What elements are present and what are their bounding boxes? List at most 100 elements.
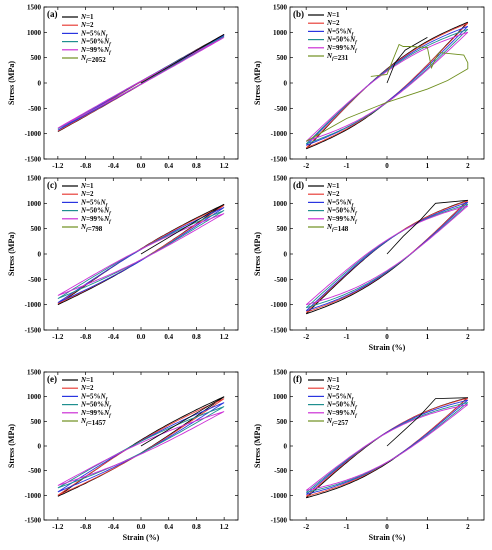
- legend-entry: N=5%Nf: [80, 29, 109, 39]
- x-tick-label: -1.2: [52, 523, 64, 531]
- y-tick-label: -500: [28, 467, 41, 475]
- legend-entry: N=50%Nf: [326, 207, 358, 217]
- legend-entry: N=1: [326, 376, 340, 384]
- y-tick-label: -1000: [271, 301, 288, 309]
- legend-entry: N=2: [326, 384, 340, 392]
- x-tick-label: -0.8: [80, 162, 92, 170]
- initial-loading-curve: [386, 397, 468, 447]
- x-tick-label: 2: [466, 162, 470, 170]
- y-tick-label: 500: [31, 225, 42, 233]
- y-tick-label: 1500: [273, 369, 288, 377]
- y-tick-label: -1000: [25, 301, 42, 309]
- y-tick-label: -1500: [25, 517, 42, 525]
- panel-a: (a) -1500 -1000 -500 0 500 1000 1500 -1.2 -0.8 -0.…: [7, 4, 239, 170]
- series-loop-n5nf: [57, 206, 225, 304]
- initial-loading-curve: [386, 199, 468, 255]
- series-loop-n99nf: [57, 213, 225, 296]
- x-tick-label: 0.8: [192, 523, 201, 531]
- x-tick-label: 0.4: [164, 333, 173, 341]
- y-tick-label: 1500: [27, 4, 42, 12]
- y-axis-title: Stress (MPa): [7, 61, 16, 105]
- y-axis-title: Stress (MPa): [7, 232, 16, 276]
- legend-entry: N=5%Nf: [326, 27, 355, 37]
- legend-entry: N=50%Nf: [326, 401, 358, 411]
- x-tick-label: 0: [385, 333, 389, 341]
- panel-label: (c): [47, 180, 57, 190]
- y-axis-title: Stress (MPa): [253, 61, 262, 105]
- legend-entry: N=99%Nf: [326, 44, 358, 54]
- x-tick-label: 0.4: [164, 523, 173, 531]
- legend-entry: N=2: [326, 190, 340, 198]
- y-tick-label: 1000: [27, 29, 42, 37]
- x-tick-label: 2: [466, 333, 470, 341]
- y-tick-label: 500: [277, 418, 288, 426]
- panel-label: (f): [293, 374, 302, 384]
- panel-label: (b): [293, 9, 304, 19]
- x-tick-label: 1: [426, 333, 430, 341]
- y-tick-label: 1000: [27, 393, 42, 401]
- y-tick-label: -500: [274, 276, 287, 284]
- panel-d: (d) -1500 -1000 -500 0 500 1000 1500 -2 -1 0 1 2 Stre…: [253, 175, 485, 352]
- initial-loading-curve: [140, 203, 225, 255]
- x-tick-label: -0.8: [80, 523, 92, 531]
- legend-entry: N=2: [80, 190, 94, 198]
- x-tick-label: 0.0: [137, 523, 146, 531]
- series-loop-n50nf: [305, 203, 469, 309]
- legend-entry: N=99%Nf: [326, 409, 358, 419]
- y-tick-label: 1000: [27, 200, 42, 208]
- y-tick-label: -500: [28, 105, 41, 113]
- x-tick-label: 2: [466, 523, 470, 531]
- x-tick-label: 0: [385, 523, 389, 531]
- y-axis-title: Stress (MPa): [253, 424, 262, 468]
- x-tick-label: 1.2: [220, 523, 229, 531]
- x-tick-label: 0: [385, 162, 389, 170]
- x-tick-label: -0.8: [80, 333, 92, 341]
- y-tick-label: -1000: [271, 492, 288, 500]
- plot-area: [57, 34, 225, 132]
- y-tick-label: 0: [284, 80, 288, 88]
- legend-entry: N=5%Nf: [80, 198, 109, 208]
- series-loop-n99nf: [57, 411, 225, 486]
- x-tick-label: 1.2: [220, 162, 229, 170]
- legend-entry: Nf=798: [80, 223, 103, 233]
- legend-entry: Nf=1457: [80, 417, 106, 427]
- y-tick-label: 0: [284, 251, 288, 259]
- x-tick-label: -0.4: [108, 333, 120, 341]
- series-loop-n99nf: [57, 37, 225, 129]
- x-axis-title: Strain (%): [123, 533, 160, 542]
- y-axis-title: Stress (MPa): [7, 424, 16, 468]
- panel-label: (d): [293, 180, 304, 190]
- y-tick-label: 1000: [273, 200, 288, 208]
- x-tick-label: 0.0: [137, 333, 146, 341]
- x-tick-label: 1: [426, 162, 430, 170]
- legend-entry: N=2: [80, 21, 94, 29]
- x-tick-label: 1: [426, 523, 430, 531]
- panel-b: (b) -1500 -1000 -500 0 500 1000 1500 -2 -1 0 1 2 Stre…: [253, 4, 485, 170]
- x-axis-title: Strain (%): [369, 533, 406, 542]
- y-tick-label: -1000: [25, 492, 42, 500]
- initial-loading-curve: [386, 37, 428, 84]
- legend-entry: N=1: [80, 376, 94, 384]
- legend-entry: Nf=231: [326, 52, 349, 62]
- legend-entry: N=1: [80, 13, 94, 21]
- initial-loading-curve: [140, 396, 225, 447]
- y-tick-label: 0: [284, 443, 288, 451]
- y-tick-label: 1500: [27, 369, 42, 377]
- plot-area: [305, 199, 469, 315]
- y-tick-label: -1000: [271, 130, 288, 138]
- legend-entry: N=1: [80, 182, 94, 190]
- plot-area: [305, 21, 469, 150]
- legend-entry: N=2: [80, 384, 94, 392]
- failure-cycle-curve: [305, 43, 469, 142]
- series-loop-n99nf: [305, 404, 469, 491]
- legend-entry: N=5%Nf: [326, 198, 355, 208]
- plot-area: [57, 203, 225, 306]
- panel-c: (c) -1500 -1000 -500 0 500 1000 1500 -1.2 -0.8 -0.…: [7, 175, 239, 341]
- legend-entry: N=1: [326, 11, 340, 19]
- legend-entry: N=50%Nf: [326, 36, 358, 46]
- legend-entry: Nf=2052: [80, 54, 106, 64]
- y-tick-label: -1500: [25, 327, 42, 335]
- series-loop-n50nf: [57, 209, 225, 300]
- series-loop-n5nf: [57, 402, 225, 493]
- x-tick-label: 0.8: [192, 333, 201, 341]
